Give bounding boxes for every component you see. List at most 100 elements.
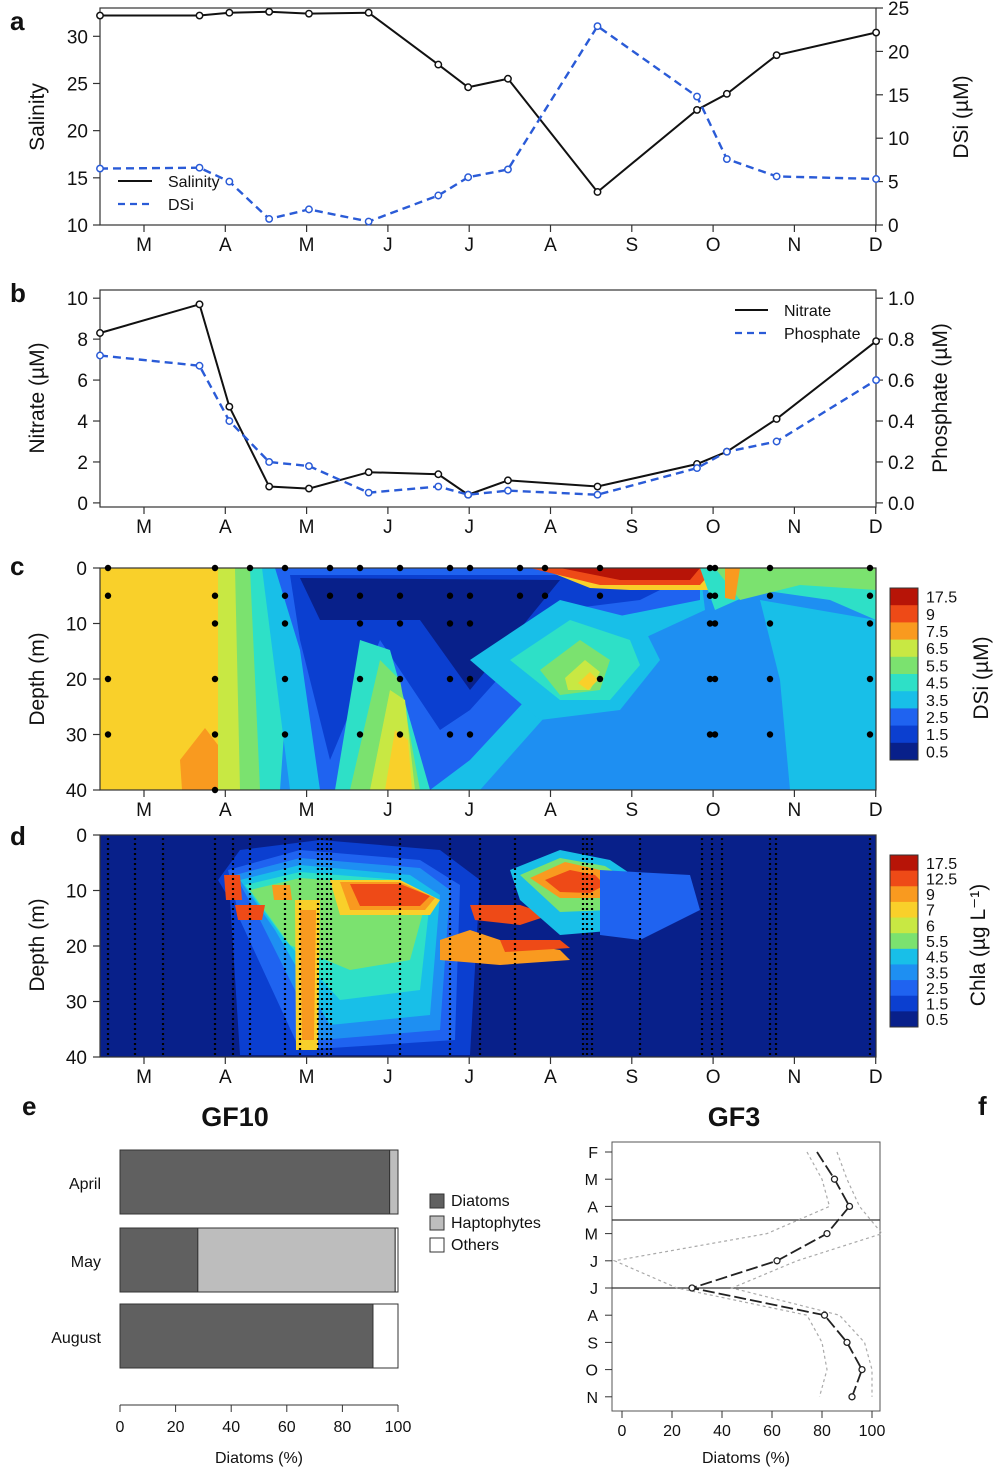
panel-f-series-mean-point <box>848 1393 856 1401</box>
panel-f-series-lower-line <box>612 1151 831 1397</box>
panel-d-month-tick-label: A <box>544 1067 557 1088</box>
panel-a-right-tick-label: 10 <box>888 129 909 150</box>
panel-e: GF10 April May August 0 20 40 60 80 100 Diatoms… <box>51 1102 541 1467</box>
panel-f-xtick-label: 0 <box>618 1423 627 1440</box>
panel-b-month-tick-label: A <box>544 517 557 538</box>
panel-d: 0 10 20 30 40 M A M J J A S O N D Depth (m) 17.512.59… <box>26 826 990 1088</box>
panel-b-series-phosphate-point <box>593 490 602 499</box>
panel-e-category-label: May <box>71 1254 101 1271</box>
panel-f-xtick-label: 60 <box>763 1423 781 1440</box>
panel-a-right-ticks: 0 5 10 15 20 25 <box>876 0 909 237</box>
panel-d-colorbar-tick-label: 1.5 <box>926 997 948 1014</box>
panel-c-sample-dot <box>866 564 874 572</box>
panel-a-series-dsi-point <box>305 205 313 214</box>
panel-b-series-phosphate-point <box>464 490 473 499</box>
panel-a-left-tick-label: 15 <box>67 169 88 190</box>
panel-b-left-tick-label: 8 <box>77 330 88 351</box>
legend-phosphate-label: Phosphate <box>784 326 861 343</box>
panel-b-ylabel: Nitrate (µM) <box>26 342 49 453</box>
panel-c-sample-dot <box>466 675 474 683</box>
panel-e-bar-others <box>394 1227 399 1293</box>
panel-b-series-nitrate-point <box>434 470 443 479</box>
panel-c-month-tick-label: J <box>464 800 474 821</box>
panel-b-right-tick-label: 0.4 <box>888 412 915 433</box>
panel-c-sample-dot <box>541 564 549 572</box>
panel-letter-e: e <box>22 1091 36 1121</box>
d-band-july-2 <box>470 905 550 925</box>
panel-f-ytick-label: N <box>586 1390 598 1407</box>
panel-f-ytick-label: S <box>587 1335 598 1352</box>
panel-b-series-nitrate-point <box>225 402 234 411</box>
panel-c-ylabel: Depth (m) <box>26 632 49 725</box>
panel-f-series <box>612 1151 884 1401</box>
panel-letter-c: c <box>10 551 24 581</box>
panel-c-sample-dot <box>596 675 604 683</box>
panel-b-month-tick-label: N <box>788 517 802 538</box>
legend-haptophytes-label: Haptophytes <box>451 1215 541 1232</box>
panel-c-sample-dot <box>766 564 774 572</box>
panel-c-sample-dot <box>281 731 289 738</box>
c-band-right-4 <box>760 600 876 790</box>
panel-e-category-label: April <box>69 1176 101 1193</box>
panel-b-series-nitrate-point <box>593 482 602 491</box>
d-band-june-3 <box>350 884 430 906</box>
panel-b-right-tick-label: 0.0 <box>888 494 914 515</box>
panel-c-sample-dot <box>766 592 774 599</box>
panel-c-sample-dot <box>541 592 549 599</box>
panel-f-ytick-label: A <box>587 1199 598 1216</box>
panel-a-legend: Salinity DSi <box>118 174 220 214</box>
panel-c-sample-dot <box>211 786 219 794</box>
panel-a-series-dsi-point <box>772 172 781 181</box>
panel-a-series-salinity-point <box>504 74 512 83</box>
panel-f-ytick-label: F <box>588 1145 598 1162</box>
panel-c-sample-dot <box>356 564 364 572</box>
panel-a-series-salinity-point <box>872 28 881 37</box>
panel-c-sample-dot <box>281 675 289 683</box>
panel-b-series-nitrate-point <box>305 484 313 493</box>
panel-b-left-tick-label: 0 <box>77 494 88 515</box>
panel-f-series-mean-point <box>823 1229 831 1238</box>
panel-b-series-nitrate-point <box>265 482 274 491</box>
panel-b-series-phosphate-point <box>96 351 104 360</box>
panel-c-colorbar-swatch <box>890 708 918 727</box>
panel-c-colorbar-swatch <box>890 742 918 761</box>
panel-d-contour <box>100 835 876 1057</box>
panel-e-xtick-label: 40 <box>222 1419 240 1436</box>
panel-f-ytick-label: M <box>585 1227 598 1244</box>
panel-e-bar-diatoms <box>119 1149 391 1215</box>
panel-a-month-tick-label: M <box>136 235 152 256</box>
panel-a-left-tick-label: 30 <box>67 27 88 48</box>
panel-f-ytick-label: J <box>590 1281 598 1298</box>
panel-a-ylabel: Salinity <box>26 83 49 151</box>
legend-diatoms-label: Diatoms <box>451 1193 510 1210</box>
panel-c-sample-dot <box>766 620 774 627</box>
panel-f-ytick-label: J <box>590 1254 598 1271</box>
panel-f-ytick-label: O <box>586 1363 598 1380</box>
panel-d-colorbar-frame <box>889 854 919 1028</box>
d-band-aug-4 <box>545 870 605 893</box>
legend-others-label: Others <box>451 1237 499 1254</box>
panel-d-sample-profiles <box>106 838 872 1055</box>
panel-b-series-nitrate-point <box>195 300 204 309</box>
panel-b-series-phosphate-point <box>364 488 373 497</box>
panel-a-month-tick-label: J <box>383 235 393 256</box>
panel-b-series-phosphate-point <box>305 462 313 471</box>
panel-d-colorbar-swatch <box>890 870 918 887</box>
panel-e-legend: Diatoms Haptophytes Others <box>429 1193 541 1254</box>
d-band-sep-1 <box>600 870 700 940</box>
panel-d-colorbar-swatch <box>890 855 918 872</box>
panel-b-month-tick-label: D <box>869 517 883 538</box>
panel-a-series-salinity-point <box>693 105 701 114</box>
panel-c-month-tick-label: N <box>788 800 802 821</box>
panel-letter-a: a <box>10 6 25 36</box>
panel-c-sample-dot <box>711 564 719 572</box>
panel-c-sample-dot <box>281 592 289 599</box>
panel-c-sample-dot <box>211 620 219 627</box>
panel-a-series-salinity-point <box>305 9 313 18</box>
panel-c-sample-dot <box>104 675 112 683</box>
panel-f-title: GF3 <box>708 1102 761 1132</box>
panel-c-colorbar-swatch <box>890 656 918 675</box>
